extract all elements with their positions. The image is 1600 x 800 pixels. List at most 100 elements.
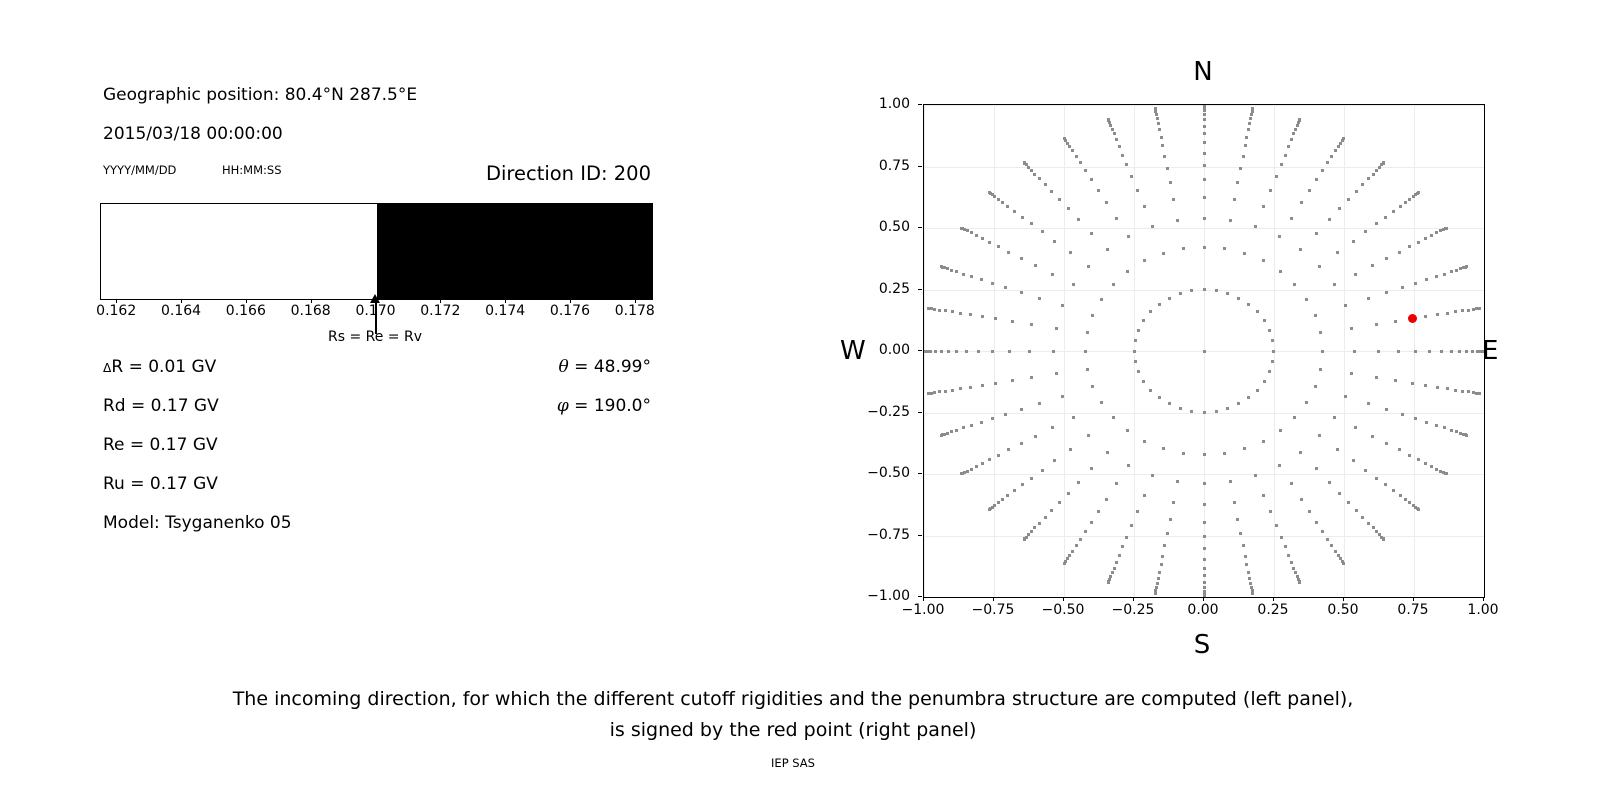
direction-dot [1375,530,1379,534]
direction-dot [1057,501,1061,505]
direction-dot [939,433,943,437]
direction-dot [1471,391,1475,395]
direction-dot [1465,349,1469,353]
direction-dot [1111,416,1115,420]
direction-dot [1142,318,1146,322]
direction-dot [1142,205,1146,209]
direction-dot [1214,289,1218,293]
direction-dot [1202,349,1206,353]
direction-dot [950,388,954,392]
direction-dot [1430,233,1434,237]
direction-dot [1326,161,1330,165]
direction-dot [1090,467,1094,471]
direction-dot [1242,447,1246,451]
direction-dot [1149,388,1153,392]
direction-dot [1425,278,1429,282]
direction-dot [969,467,973,471]
direction-dot [979,420,983,424]
direction-dot [1427,349,1431,353]
direction-dot [1283,153,1287,157]
direction-dot [1133,349,1137,353]
direction-dot [1030,322,1034,326]
direction-dot [1157,302,1161,306]
x-tick-label: 1.00 [1467,602,1499,618]
direction-dot [926,306,930,310]
direction-dot [1038,177,1042,181]
direction-dot [1001,201,1005,204]
direction-dot [1033,435,1037,439]
y-tick-mark [918,227,922,228]
direction-dot [1364,230,1368,234]
direction-dot [1442,228,1445,231]
direction-dot [1007,349,1011,353]
direction-dot [1202,105,1206,107]
direction-dot [1270,360,1274,364]
direction-dot [945,267,949,271]
y-tick-mark [918,350,922,351]
direction-dot [1077,480,1081,484]
direction-dot [1064,559,1068,563]
direction-dot [1385,290,1389,294]
direction-dot [1294,127,1298,131]
direction-dot [1262,205,1266,209]
direction-dot [988,191,992,195]
direction-dot [1121,153,1125,157]
direction-dot [1434,275,1438,279]
direction-dot [1176,479,1180,483]
direction-dot [1053,239,1057,243]
direction-dot [1298,118,1302,122]
direction-dot [1249,581,1253,585]
direction-dot [996,501,1000,505]
direction-dot [1223,247,1227,251]
direction-dot [933,391,937,395]
y-tick-label: −1.00 [867,588,910,604]
direction-dot [1366,296,1370,300]
gridline-horizontal [924,474,1484,475]
direction-dot [1454,310,1458,314]
compass-south-label: S [1193,630,1211,660]
direction-dot [1394,379,1398,383]
direction-dot [1462,432,1466,436]
direction-dot [924,349,926,353]
direction-dot [1382,161,1386,165]
direction-dot [1100,401,1103,405]
direction-dot [1299,450,1303,454]
direction-dot [950,310,954,314]
direction-dot [1401,286,1405,289]
caption-line-1: The incoming direction, for which the di… [232,688,1354,710]
direction-dot [1061,394,1065,398]
direction-dot [1006,493,1010,497]
direction-dot [1163,544,1167,548]
direction-dot [943,309,947,313]
direction-dot [1151,473,1155,477]
direction-dot [1001,497,1005,501]
direction-dot [997,245,1001,249]
direction-dot [942,432,946,436]
direction-dot [1202,106,1206,110]
direction-dot [1089,178,1093,182]
direction-dot [1072,415,1076,419]
direction-dot [1019,408,1023,411]
direction-dot [1083,529,1087,533]
direction-dot [1019,256,1023,260]
direction-dot [1223,451,1227,455]
y-tick-label: −0.25 [867,403,910,420]
compass-west-label: W [840,336,866,366]
theta-symbol: θ [558,357,569,377]
direction-dot [994,317,998,321]
direction-dot [1226,406,1230,410]
direction-dot [1336,145,1340,149]
direction-dot [1350,372,1354,376]
direction-dot [1089,520,1093,524]
direction-dot [1071,149,1075,153]
direction-dot [1151,225,1155,229]
direction-dot [1424,315,1428,319]
direction-dot [1168,181,1172,185]
direction-dot [1078,537,1082,541]
direction-dot [1297,121,1301,125]
direction-dot [1054,326,1058,330]
direction-dot [1117,553,1121,557]
direction-dot [1149,310,1153,314]
direction-dot [1202,547,1206,551]
direction-dot [1462,266,1466,270]
